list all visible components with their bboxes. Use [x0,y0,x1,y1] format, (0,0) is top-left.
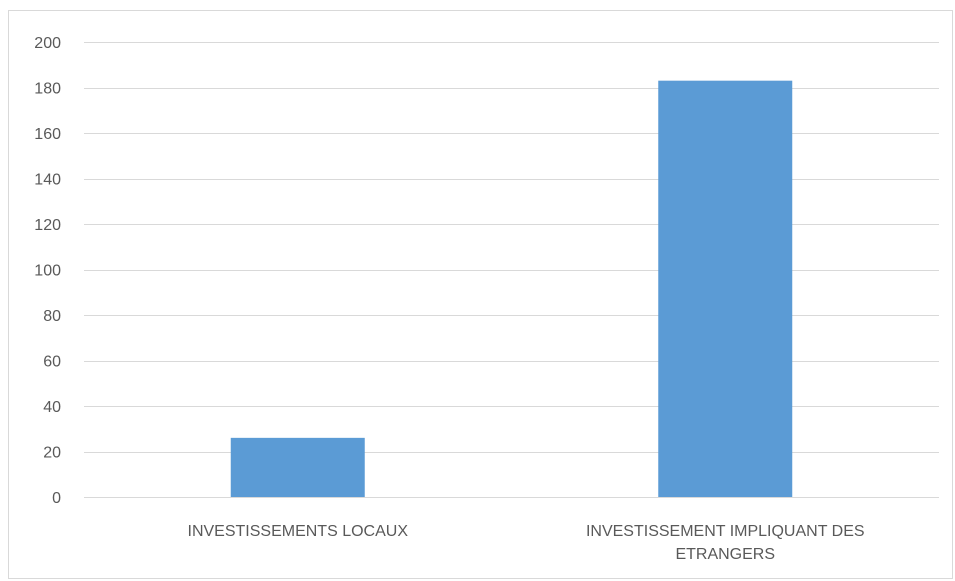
x-category-label-line: ETRANGERS [675,546,775,563]
y-tick-label: 20 [43,445,61,462]
y-tick-label: 40 [43,399,61,416]
x-axis-category-labels: INVESTISSEMENTS LOCAUX INVESTISSEMENT IMP… [188,523,865,563]
bar-2 [658,80,793,498]
bar-chart: 0 20 40 60 80 100 120 140 160 180 200 INVESTISSEME… [34,35,939,563]
gridlines [84,42,939,498]
x-category-label-line: INVESTISSEMENT IMPLIQUANT DES [586,523,865,540]
y-tick-label: 60 [43,354,61,371]
y-tick-label: 140 [34,172,61,189]
x-category-label-line: INVESTISSEMENTS LOCAUX [188,523,409,540]
y-tick-label: 120 [34,217,61,234]
y-tick-label: 200 [34,35,61,52]
y-tick-label: 180 [34,81,61,98]
x-category-label: INVESTISSEMENT IMPLIQUANT DES ETRANGERS [586,523,865,563]
y-tick-label: 160 [34,126,61,143]
chart-frame: 0 20 40 60 80 100 120 140 160 180 200 INVESTISSEME… [8,10,953,579]
bars [230,80,793,498]
y-tick-label: 80 [43,308,61,325]
bar-1 [230,437,365,497]
x-category-label: INVESTISSEMENTS LOCAUX [188,523,409,540]
y-axis-tick-labels: 0 20 40 60 80 100 120 140 160 180 200 [34,35,61,507]
y-tick-label: 100 [34,263,61,280]
y-tick-label: 0 [52,490,61,507]
